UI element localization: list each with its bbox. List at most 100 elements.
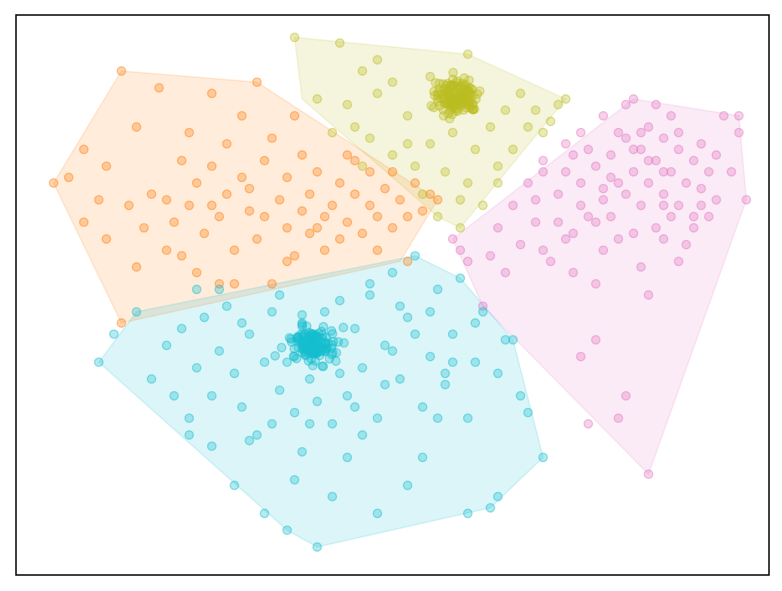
cyan-cluster-point-core-57 xyxy=(307,335,318,346)
cyan-cluster-point-56 xyxy=(289,474,300,485)
olive-cluster-point-core-47 xyxy=(447,100,458,111)
cyan-cluster-point-49 xyxy=(500,334,511,345)
olive-cluster-point-core-0 xyxy=(448,99,458,110)
cyan-cluster-point-core-111 xyxy=(292,336,302,347)
cyan-cluster-point-core-98 xyxy=(294,335,305,346)
magenta-cluster-point-94 xyxy=(658,200,669,211)
orange-cluster-point-7 xyxy=(116,66,127,76)
cyan-cluster-point-core-124 xyxy=(319,338,330,349)
orange-cluster-point-3 xyxy=(78,144,89,155)
olive-cluster-point-core-22 xyxy=(443,89,454,99)
olive-cluster-point-14 xyxy=(425,138,436,149)
orange-cluster-point-73 xyxy=(244,183,255,194)
magenta-cluster-point-66 xyxy=(568,267,579,278)
olive-cluster-point-core-15 xyxy=(463,99,474,110)
orange-cluster-point-14 xyxy=(161,245,172,256)
olive-cluster-point-core-102 xyxy=(465,83,476,94)
cyan-cluster-point-1 xyxy=(109,329,119,340)
olive-cluster-point-core-44 xyxy=(451,100,462,111)
cyan-cluster-point-core-51 xyxy=(293,342,304,353)
magenta-cluster-point-51 xyxy=(711,194,722,205)
cyan-cluster-point-core-21 xyxy=(314,328,324,339)
cyan-cluster-point-core-101 xyxy=(321,332,331,343)
olive-cluster-point-core-117 xyxy=(460,88,470,99)
orange-cluster-point-41 xyxy=(297,150,307,160)
cyan-cluster-point-9 xyxy=(199,312,210,323)
orange-cluster-point-12 xyxy=(146,189,157,200)
olive-cluster-point-17 xyxy=(447,127,458,138)
olive-cluster-point-core-109 xyxy=(445,95,455,105)
cyan-cluster-point-core-66 xyxy=(306,340,317,351)
magenta-cluster-point-63 xyxy=(583,418,594,429)
orange-cluster-point-0 xyxy=(48,178,59,188)
olive-cluster-point-22 xyxy=(485,122,496,132)
orange-cluster-point-30 xyxy=(244,206,255,216)
olive-cluster-point-core-39 xyxy=(467,84,478,95)
cyan-cluster-point-57 xyxy=(342,452,353,463)
olive-cluster-point-5 xyxy=(312,94,323,104)
orange-cluster-point-27 xyxy=(229,245,240,256)
olive-cluster-point-core-131 xyxy=(463,86,474,96)
olive-cluster-point-4 xyxy=(462,49,473,60)
cyan-cluster-point-core-99 xyxy=(297,336,308,347)
magenta-cluster-point-32 xyxy=(643,122,654,132)
cyan-cluster-point-core-46 xyxy=(327,329,338,339)
olive-cluster-point-core-83 xyxy=(446,80,457,90)
cyan-cluster-point-core-44 xyxy=(297,321,308,332)
cyan-cluster-point-core-74 xyxy=(312,332,323,342)
cyan-cluster-point-core-34 xyxy=(309,344,319,355)
cyan-cluster-point-core-50 xyxy=(315,345,326,355)
cyan-cluster-point-core-48 xyxy=(301,343,311,354)
orange-cluster-point-58 xyxy=(402,256,413,267)
cyan-cluster-point-core-120 xyxy=(328,348,338,358)
olive-cluster-point-core-122 xyxy=(426,100,437,111)
olive-cluster-point-33 xyxy=(387,77,398,88)
orange-cluster-point-37 xyxy=(282,172,292,183)
cyan-cluster-point-core-3 xyxy=(307,340,318,350)
magenta-cluster-point-73 xyxy=(636,262,646,272)
cyan-cluster-point-core-105 xyxy=(309,348,320,359)
magenta-cluster-point-87 xyxy=(560,234,571,244)
olive-cluster-point-16 xyxy=(440,166,451,177)
cyan-cluster-point-63 xyxy=(267,418,277,429)
cyan-cluster-point-core-16 xyxy=(298,343,309,354)
olive-cluster-point-11 xyxy=(402,110,413,121)
orange-cluster-point-40 xyxy=(297,206,307,216)
olive-cluster-point-core-55 xyxy=(468,104,478,115)
cyan-cluster-point-core-115 xyxy=(306,354,317,364)
magenta-cluster-point-69 xyxy=(658,234,669,244)
olive-cluster-point-core-17 xyxy=(444,97,455,107)
magenta-cluster-point-9 xyxy=(523,178,533,188)
magenta-cluster-point-20 xyxy=(590,278,601,289)
olive-cluster-point-core-2 xyxy=(455,87,466,98)
orange-cluster-point-28 xyxy=(237,172,247,183)
cyan-cluster-point-core-41 xyxy=(293,331,303,342)
olive-cluster-point-core-82 xyxy=(447,83,457,93)
magenta-cluster-points xyxy=(447,94,752,480)
olive-cluster-point-3 xyxy=(372,54,383,65)
olive-cluster-point-core-53 xyxy=(428,102,439,113)
olive-cluster-point-core-13 xyxy=(451,81,462,91)
cyan-cluster-point-core-112 xyxy=(301,342,312,352)
magenta-cluster-point-78 xyxy=(651,99,661,110)
magenta-cluster-point-42 xyxy=(681,178,692,188)
olive-cluster-point-core-133 xyxy=(455,95,466,106)
cyan-cluster-point-83 xyxy=(380,379,390,390)
cyan-cluster-point-82 xyxy=(304,418,315,429)
cyan-cluster-point-core-59 xyxy=(302,346,312,356)
cyan-cluster-point-12 xyxy=(221,301,232,312)
orange-cluster-point-60 xyxy=(410,178,420,188)
olive-cluster-point-core-87 xyxy=(454,98,465,108)
cyan-cluster-point-64 xyxy=(350,402,360,412)
cyan-cluster-point-core-121 xyxy=(318,361,329,372)
magenta-cluster-point-8 xyxy=(515,239,526,250)
cyan-cluster-point-core-53 xyxy=(314,350,325,361)
cyan-cluster-point-core-25 xyxy=(308,341,319,352)
olive-cluster-point-36 xyxy=(425,71,436,82)
cyan-cluster-point-core-29 xyxy=(306,334,317,345)
orange-cluster-point-74 xyxy=(350,155,360,166)
olive-cluster-point-core-107 xyxy=(444,96,455,107)
cyan-cluster-point-core-81 xyxy=(326,326,337,336)
olive-cluster-point-core-9 xyxy=(449,92,459,103)
